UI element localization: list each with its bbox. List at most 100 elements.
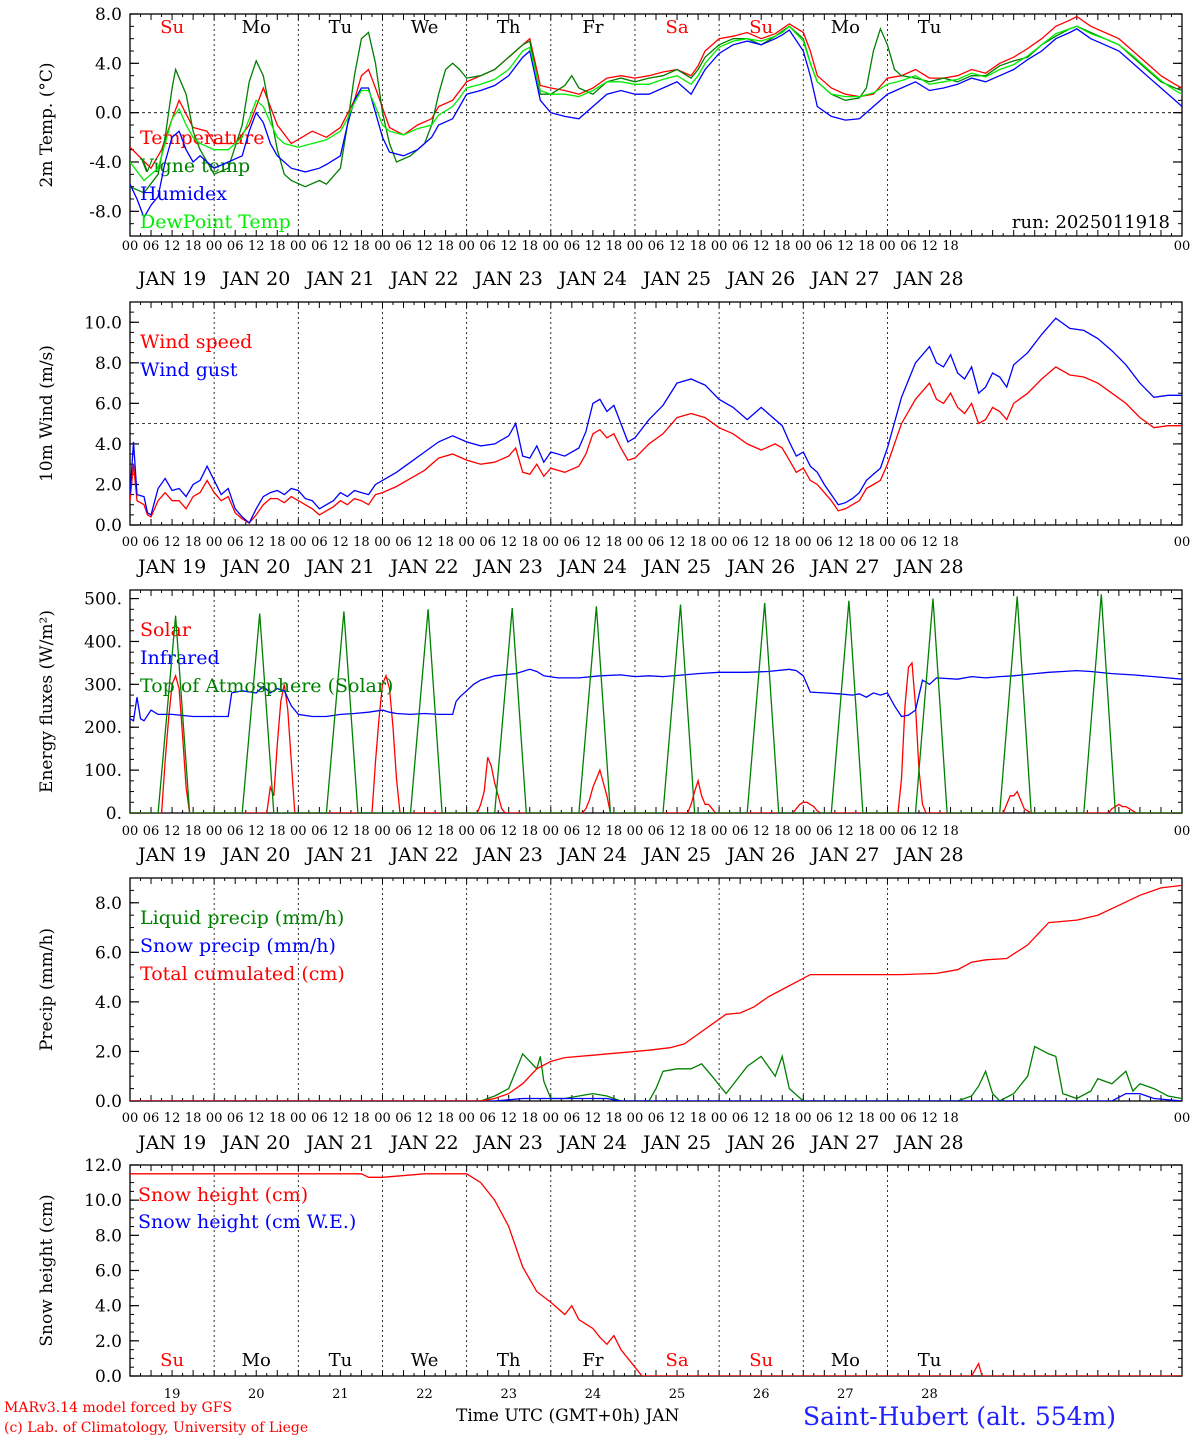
x-hour-label: 00 [374, 1111, 391, 1126]
x-hour-label: 06 [395, 535, 412, 550]
y-tick-label: -8.0 [89, 202, 122, 222]
x-hour-label: 18 [437, 824, 454, 839]
x-hour-label: 00 [374, 239, 391, 254]
x-hour-label: 18 [942, 1111, 959, 1126]
x-hour-label: 18 [690, 239, 707, 254]
x-hour-label: 00 [543, 1111, 560, 1126]
x-hour-label: 18 [690, 535, 707, 550]
x-date-label: JAN 28 [893, 1132, 963, 1154]
x-date-label: JAN 19 [136, 1132, 206, 1154]
day-of-week-label: Mo [242, 1350, 271, 1371]
x-hour-label: 00 [374, 535, 391, 550]
x-date-label: JAN 20 [220, 844, 290, 866]
x-hour-label: 00 [206, 535, 223, 550]
y-tick-label: 4.0 [95, 54, 122, 74]
x-hour-label: 12 [164, 824, 181, 839]
x-hour-label: 12 [753, 824, 770, 839]
y-tick-label: 200. [84, 718, 122, 738]
x-hour-label: 06 [227, 1111, 244, 1126]
legend-entry: Humidex [140, 183, 227, 205]
y-tick-label: 6.0 [95, 1262, 122, 1282]
day-of-week-label: Su [749, 17, 773, 38]
panel-precipitation: 0.0 2.0 4.0 6.0 8.0 Precip (mm/h) 00 06 12 18 JAN … [37, 877, 1191, 1154]
x-hour-label: 00 [543, 824, 560, 839]
y-tick-label: 12.0 [84, 1156, 122, 1176]
series-line-solar [130, 661, 1182, 813]
x-hour-label: 12 [500, 1111, 517, 1126]
x-hour-label: 06 [143, 535, 160, 550]
x-date-label: JAN 24 [557, 268, 627, 290]
legend-entry: DewPoint Temp [140, 211, 291, 233]
x-date-label: JAN 23 [473, 844, 543, 866]
x-hour-label: 12 [669, 239, 686, 254]
x-hour-label: 18 [521, 1111, 538, 1126]
x-hour-label: 00 [879, 535, 896, 550]
x-hour-label: 06 [816, 824, 833, 839]
y-tick-label: 0.0 [95, 1092, 122, 1112]
x-date-label: JAN 21 [304, 268, 374, 290]
x-hour-label: 00 [1174, 239, 1191, 254]
x-date-label: JAN 23 [473, 1132, 543, 1154]
x-date-label: JAN 22 [388, 844, 458, 866]
x-date-label: JAN 25 [641, 556, 711, 578]
x-hour-label: 12 [921, 535, 938, 550]
x-hour-label: 18 [437, 239, 454, 254]
x-hour-label: 06 [816, 239, 833, 254]
x-hour-label: 06 [816, 1111, 833, 1126]
x-hour-label: 00 [795, 824, 812, 839]
x-hour-label: 12 [837, 824, 854, 839]
day-of-week-label: Sa [666, 17, 689, 38]
x-hour-label: 18 [858, 824, 875, 839]
x-hour-label: 18 [942, 239, 959, 254]
x-hour-label: 18 [606, 1111, 623, 1126]
x-hour-label: 06 [648, 1111, 665, 1126]
x-hour-label: 00 [1174, 1111, 1191, 1126]
x-hour-label: 00 [795, 1111, 812, 1126]
x-hour-label: 06 [732, 824, 749, 839]
day-of-week-label: Su [160, 17, 184, 38]
panel-temperature: -8.0 -4.0 0.0 4.0 8.0 2m Temp. (°C) 00 06 12 18 JA… [37, 5, 1190, 290]
series-line-toa [130, 594, 1182, 813]
x-day-number: 20 [248, 1387, 265, 1402]
x-date-label: JAN 27 [809, 844, 879, 866]
x-hour-label: 18 [353, 239, 370, 254]
x-hour-label: 12 [669, 535, 686, 550]
x-hour-label: 18 [437, 1111, 454, 1126]
credit-line-1: MARv3.14 model forced by GFS [4, 1400, 233, 1416]
y-tick-label: 8.0 [95, 5, 122, 25]
panel-wind: 0.0 2.0 4.0 6.0 8.0 10.0 10m Wind (m/s) 00 06 12 1… [37, 301, 1190, 578]
x-hour-label: 18 [606, 535, 623, 550]
x-hour-label: 18 [185, 239, 202, 254]
x-hour-label: 18 [521, 535, 538, 550]
x-hour-label: 12 [416, 239, 433, 254]
series-line-dewpoint [130, 25, 1182, 182]
x-date-label: JAN 24 [557, 1132, 627, 1154]
y-tick-label: 500. [84, 590, 122, 610]
x-date-label: JAN 23 [473, 268, 543, 290]
x-hour-label: 00 [627, 1111, 644, 1126]
x-date-label: JAN 25 [641, 844, 711, 866]
series-line-infrared [130, 668, 1182, 722]
x-hour-label: 18 [269, 239, 286, 254]
y-tick-label: 8.0 [95, 894, 122, 914]
x-hour-label: 00 [206, 239, 223, 254]
x-date-label: JAN 21 [304, 556, 374, 578]
x-hour-label: 12 [921, 824, 938, 839]
legend-entry: Wind speed [140, 331, 252, 353]
day-of-week-label: Fr [582, 17, 603, 38]
y-tick-label: 2.0 [95, 475, 122, 495]
x-hour-label: 12 [921, 1111, 938, 1126]
y-tick-label: 4.0 [95, 435, 122, 455]
x-date-label: JAN 27 [809, 556, 879, 578]
day-of-week-label: Tu [918, 1350, 942, 1371]
x-hour-label: 06 [648, 824, 665, 839]
x-hour-label: 06 [395, 239, 412, 254]
x-hour-label: 06 [479, 824, 496, 839]
legend-entry: Solar [140, 619, 192, 641]
y-tick-label: 0. [106, 804, 122, 824]
x-date-label: JAN 26 [725, 268, 795, 290]
x-day-number: 26 [753, 1387, 770, 1402]
x-hour-label: 00 [458, 535, 475, 550]
y-tick-label: 0.0 [95, 1367, 122, 1387]
